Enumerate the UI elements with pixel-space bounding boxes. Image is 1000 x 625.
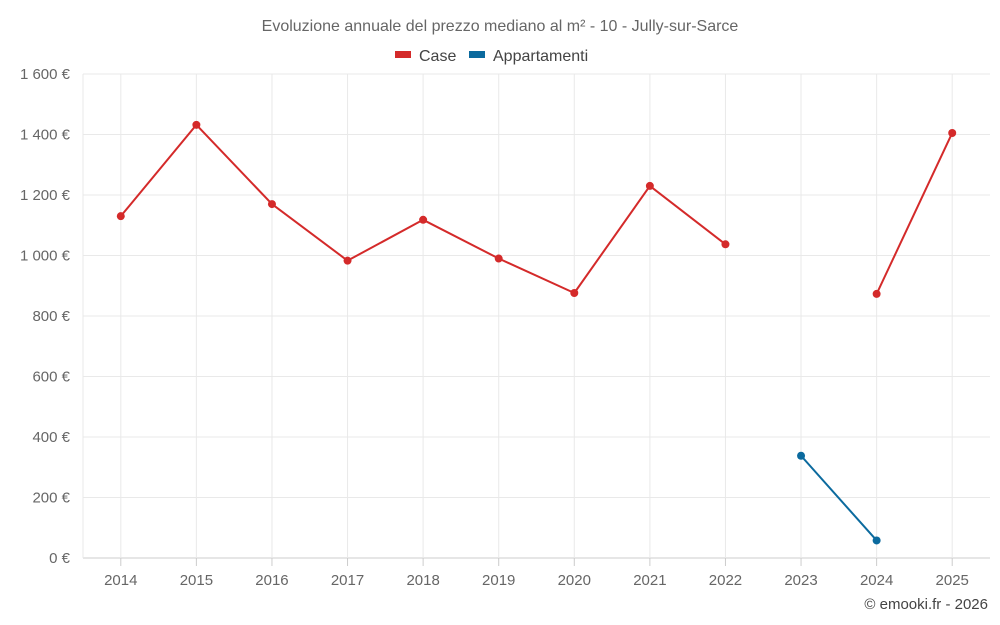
- legend-item-case[interactable]: Case: [395, 48, 456, 65]
- data-point-case[interactable]: [494, 254, 503, 263]
- y-tick-label: 0 €: [49, 550, 71, 567]
- x-tick-label: 2019: [482, 572, 515, 589]
- data-point-case[interactable]: [645, 181, 654, 190]
- data-point-case[interactable]: [192, 120, 201, 129]
- data-point-case[interactable]: [721, 240, 730, 249]
- series-case: [116, 120, 957, 298]
- legend-label-appartamenti: Appartamenti: [493, 48, 588, 65]
- legend-item-appartamenti[interactable]: Appartamenti: [469, 48, 588, 65]
- x-tick-label: 2023: [784, 572, 817, 589]
- y-tick-label: 1 400 €: [20, 127, 71, 144]
- legend: Case Appartamenti: [395, 48, 588, 65]
- x-tick-label: 2018: [406, 572, 439, 589]
- data-point-case[interactable]: [343, 256, 352, 265]
- data-point-case[interactable]: [948, 128, 957, 137]
- series-line-appartamenti: [800, 455, 878, 542]
- legend-swatch-appartamenti: [469, 51, 485, 58]
- y-tick-label: 1 000 €: [20, 248, 71, 265]
- x-tick-label: 2016: [255, 572, 288, 589]
- y-tick-label: 1 200 €: [20, 187, 71, 204]
- x-tick-label: 2014: [104, 572, 137, 589]
- y-tick-label: 600 €: [32, 369, 70, 386]
- x-axis-ticks: 2014 2015 2016 2017 2018 2019 2020 2021 2022 2023…: [104, 558, 969, 589]
- legend-swatch-case: [395, 51, 411, 58]
- data-point-case[interactable]: [267, 200, 276, 209]
- legend-label-case: Case: [419, 48, 456, 65]
- data-point-case[interactable]: [116, 212, 125, 221]
- y-tick-label: 400 €: [32, 429, 70, 446]
- x-tick-label: 2024: [860, 572, 893, 589]
- x-tick-label: 2025: [936, 572, 969, 589]
- data-point-case[interactable]: [419, 215, 428, 224]
- y-tick-label: 1 600 €: [20, 66, 71, 83]
- x-tick-label: 2021: [633, 572, 666, 589]
- x-tick-label: 2020: [558, 572, 591, 589]
- x-tick-label: 2022: [709, 572, 742, 589]
- credit: © emooki.fr - 2026: [864, 596, 988, 613]
- chart-title: Evoluzione annuale del prezzo mediano al…: [262, 18, 739, 35]
- series-line-case: [875, 132, 954, 295]
- series-layer: [116, 120, 957, 545]
- y-tick-label: 200 €: [32, 490, 70, 507]
- x-tick-label: 2017: [331, 572, 364, 589]
- series-appartamenti: [797, 451, 881, 545]
- x-tick-label: 2015: [180, 572, 213, 589]
- data-point-case[interactable]: [570, 289, 579, 298]
- data-point-appartamenti[interactable]: [872, 536, 881, 545]
- grid: [82, 73, 990, 559]
- data-point-appartamenti[interactable]: [797, 451, 806, 460]
- data-point-case[interactable]: [872, 289, 881, 298]
- y-tick-label: 800 €: [32, 308, 70, 325]
- y-axis-ticks: 0 € 200 € 400 € 600 € 800 € 1 000 € 1 200 € 1 4…: [20, 66, 71, 567]
